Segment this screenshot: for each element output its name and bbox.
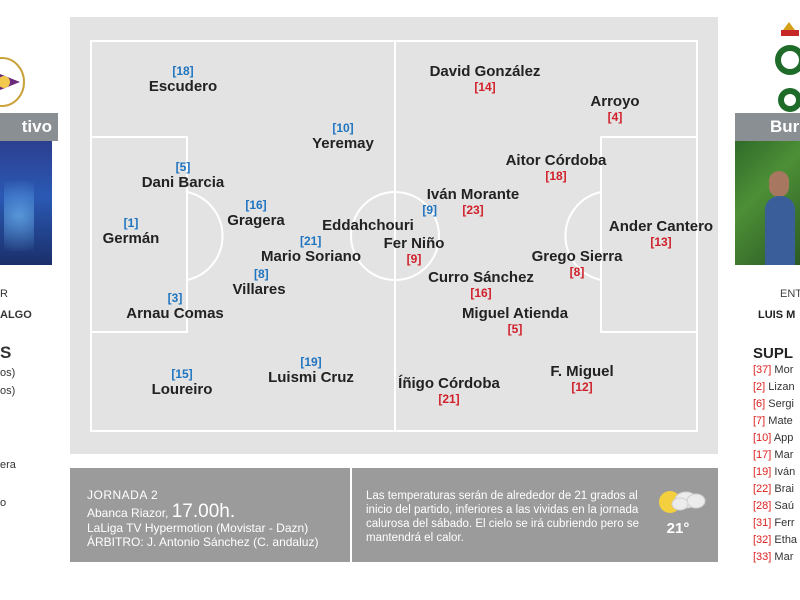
sub-number: [2] <box>753 381 766 393</box>
sub-name: Etha <box>774 534 798 546</box>
home-player: [3] Arnau Comas <box>126 291 224 322</box>
sub-number: [19] <box>753 466 772 478</box>
away-subs-title: SUPL <box>753 345 794 362</box>
home-player: [8] Villares <box>232 267 286 298</box>
away-player: Arroyo [4] <box>590 93 640 124</box>
kickoff-time: 17.00h. <box>171 501 236 522</box>
sub-name: Ferr <box>774 517 795 529</box>
home-player: [15] Loureiro <box>151 367 213 398</box>
sub-number: [22] <box>753 483 772 495</box>
away-player: David González [14] <box>429 63 541 94</box>
away-coach-name: LUIS M <box>758 309 796 321</box>
home-sub-line: era <box>0 459 16 471</box>
pitch: [18] Escudero [10] Yeremay [5] Dani Barcia … <box>70 17 718 454</box>
away-sub-item: [2] Lizan <box>753 381 795 393</box>
away-player: Fer Niño [9] <box>383 235 445 266</box>
sub-number: [33] <box>753 551 772 563</box>
matchday: JORNADA 2 <box>87 488 159 502</box>
away-sub-item: [6] Sergi <box>753 398 794 410</box>
pitch-lines <box>90 40 698 432</box>
home-player: [10] Yeremay <box>312 121 374 152</box>
home-sub-line: os) <box>0 367 16 379</box>
away-player: Miguel Atienda [5] <box>461 305 569 336</box>
sub-number: [28] <box>753 500 772 512</box>
home-player: [18] Escudero <box>148 64 218 95</box>
home-player: [21] Mario Soriano <box>260 234 361 265</box>
away-team-panel: Bur ENT LUIS M SUPL [37] Mor [2] Lizan [6]… <box>735 0 800 600</box>
home-player: [16] Gragera <box>227 198 285 229</box>
away-coach-label: ENT <box>780 288 800 300</box>
sub-number: [31] <box>753 517 772 529</box>
sub-name: Sergi <box>768 398 794 410</box>
home-player: [9] Eddahchouri <box>322 203 437 234</box>
venue-line: Abanca Riazor, 17.00h. <box>87 502 357 521</box>
sub-name: Mate <box>768 415 793 427</box>
away-player: Íñigo Córdoba [21] <box>398 375 500 406</box>
home-crest-icon <box>0 57 25 107</box>
home-subs-title: S <box>0 343 12 362</box>
away-crest-icon <box>775 22 800 112</box>
away-player: Aitor Córdoba [18] <box>505 152 607 183</box>
home-player: [19] Luismi Cruz <box>268 355 354 386</box>
match-info-bar: JORNADA 2 Abanca Riazor, 17.00h. LaLiga … <box>70 468 718 562</box>
sub-name: Brai <box>774 483 794 495</box>
home-team-name-banner: tivo <box>0 113 58 141</box>
home-player: [5] Dani Barcia <box>141 160 225 191</box>
home-team-panel: tivo R ALGO S os) os) era o <box>0 0 60 600</box>
sub-name: Mar <box>774 551 794 563</box>
sub-name: Mor <box>774 364 794 376</box>
away-player: Curro Sánchez [16] <box>428 269 534 300</box>
home-sub-line: o <box>0 497 7 509</box>
home-coach-label: R <box>0 288 8 300</box>
away-sub-item: [22] Brai <box>753 483 794 495</box>
sub-number: [32] <box>753 534 772 546</box>
weather-forecast: Las temperaturas serán de alrededor de 2… <box>366 490 639 544</box>
away-sub-item: [33] Mar <box>753 551 793 563</box>
away-player: F. Miguel [12] <box>550 363 614 394</box>
info-divider <box>350 468 352 562</box>
sub-name: Mar <box>774 449 794 461</box>
match-details: JORNADA 2 Abanca Riazor, 17.00h. LaLiga … <box>87 488 357 549</box>
sub-name: App <box>773 432 794 444</box>
away-player: Ander Cantero [13] <box>608 218 714 249</box>
home-player: [1] Germán <box>102 216 160 247</box>
away-sub-item: [17] Mar <box>753 449 793 461</box>
sub-number: [37] <box>753 364 772 376</box>
partly-cloudy-icon <box>659 491 706 513</box>
sub-number: [6] <box>753 398 766 410</box>
home-sub-line: os) <box>0 385 16 397</box>
away-player: Grego Sierra [8] <box>531 248 623 279</box>
home-coach-photo <box>0 141 52 265</box>
away-player: Iván Morante [23] <box>426 186 520 217</box>
venue: Abanca Riazor, <box>87 506 169 520</box>
away-sub-item: [28] Saú <box>753 500 794 512</box>
away-coach-photo <box>735 141 800 265</box>
away-sub-item: [7] Mate <box>753 415 793 427</box>
away-sub-item: [31] Ferr <box>753 517 795 529</box>
temperature: 21° <box>666 520 690 537</box>
sub-name: Iván <box>774 466 796 478</box>
away-sub-item: [32] Etha <box>753 534 797 546</box>
sub-number: [10] <box>753 432 772 444</box>
sub-number: [7] <box>753 415 766 427</box>
sub-name: Saú <box>774 500 794 512</box>
away-sub-item: [10] App <box>753 432 793 444</box>
away-team-name-banner: Bur <box>735 113 800 141</box>
broadcast: LaLiga TV Hypermotion (Movistar - Dazn) <box>87 521 309 535</box>
away-sub-item: [19] Iván <box>753 466 795 478</box>
sub-name: Lizan <box>768 381 795 393</box>
away-sub-item: [37] Mor <box>753 364 793 376</box>
referee: ÁRBITRO: J. Antonio Sánchez (C. andaluz) <box>87 535 319 549</box>
sub-number: [17] <box>753 449 772 461</box>
home-coach-name: ALGO <box>0 309 32 321</box>
